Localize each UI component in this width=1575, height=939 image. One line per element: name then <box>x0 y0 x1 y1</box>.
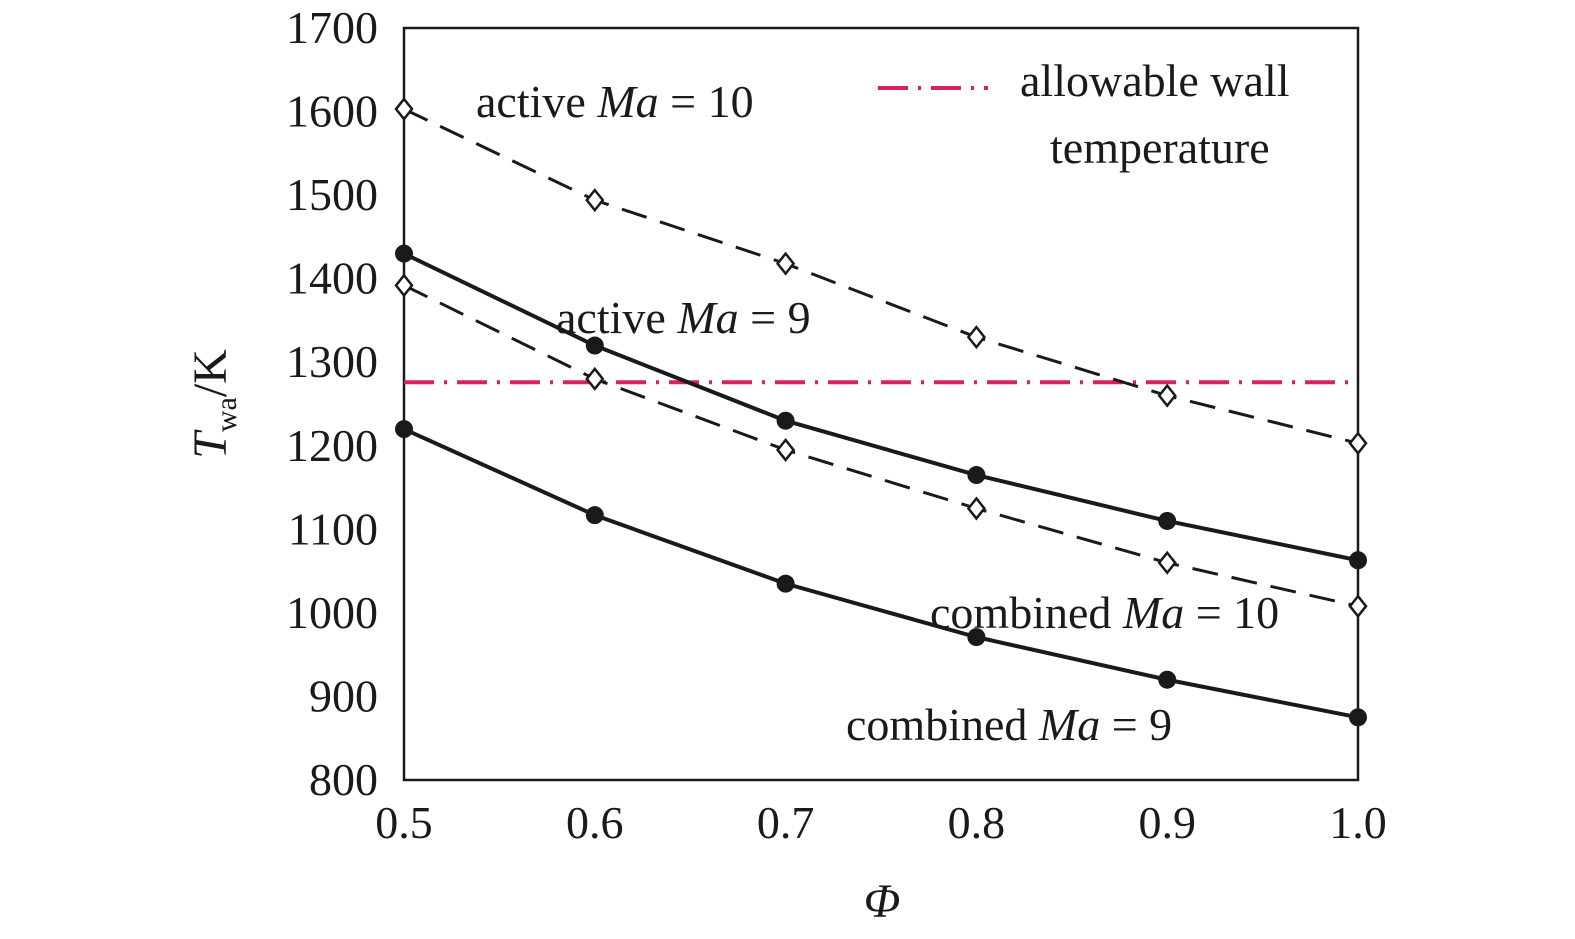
y-axis-subscript: wa <box>210 397 243 432</box>
x-axis-title: Φ <box>864 875 901 928</box>
legend-label-line2: temperature <box>1050 122 1270 173</box>
y-tick-label: 1300 <box>286 336 378 387</box>
data-point-circle <box>776 411 795 430</box>
y-tick-label: 1600 <box>286 86 378 137</box>
data-point-circle <box>585 506 604 525</box>
x-tick-label: 0.8 <box>948 797 1006 848</box>
series-line <box>403 284 1359 608</box>
annotation-combined-ma10: combined Ma = 10 <box>930 587 1279 638</box>
y-tick-label: 1100 <box>288 503 378 554</box>
data-point-diamond <box>1157 383 1177 408</box>
y-tick-labels: 800 900 1000 1100 1200 1300 1400 1500 1600 1700 <box>286 2 378 805</box>
x-tick-label: 1.0 <box>1329 797 1387 848</box>
x-tick-label: 0.7 <box>757 797 815 848</box>
annotation-active-ma9: active Ma = 9 <box>556 292 811 343</box>
y-axis-title: Twa/K <box>184 349 243 459</box>
y-axis-unit: /K <box>184 349 237 397</box>
legend: allowable wall temperature <box>878 55 1290 173</box>
data-point-diamond <box>966 325 987 350</box>
y-tick-label: 800 <box>309 754 378 805</box>
data-point-diamond <box>1348 594 1368 619</box>
series-line <box>403 427 1359 720</box>
data-point-circle <box>967 466 986 485</box>
x-tick-label: 0.6 <box>566 797 624 848</box>
y-tick-label: 1500 <box>286 169 378 220</box>
y-tick-label: 1700 <box>286 2 378 53</box>
data-point-diamond <box>585 366 605 391</box>
data-point-diamond <box>966 496 987 521</box>
series-line <box>403 107 1359 445</box>
data-point-circle <box>1349 551 1367 570</box>
x-tick-label: 0.9 <box>1138 797 1196 848</box>
data-point-circle <box>585 336 604 355</box>
data-point-circle <box>776 574 795 593</box>
series-layer <box>394 97 1368 727</box>
y-tick-label: 1400 <box>286 253 378 304</box>
data-point-circle <box>1349 708 1367 727</box>
x-tick-label: 0.5 <box>375 797 433 848</box>
y-tick-label: 900 <box>309 670 378 721</box>
data-point-diamond <box>1348 431 1368 456</box>
annotation-combined-ma9: combined Ma = 9 <box>846 699 1172 750</box>
data-point-diamond <box>585 188 605 213</box>
data-point-diamond <box>394 97 414 122</box>
legend-label-line1: allowable wall <box>1020 55 1290 106</box>
data-point-diamond <box>775 251 796 276</box>
data-point-diamond <box>775 437 796 462</box>
data-point-diamond <box>394 273 414 298</box>
series-line <box>403 251 1359 563</box>
y-tick-label: 1000 <box>286 587 378 638</box>
annotation-active-ma10: active Ma = 10 <box>476 76 754 127</box>
y-tick-label: 1200 <box>286 420 378 471</box>
data-point-circle <box>395 420 413 439</box>
data-point-circle <box>1158 511 1177 530</box>
data-point-diamond <box>1157 550 1177 575</box>
y-axis-symbol: T <box>184 429 237 459</box>
data-point-circle <box>395 244 413 263</box>
plot-frame <box>402 26 1360 782</box>
x-tick-labels: 0.5 0.6 0.7 0.8 0.9 1.0 <box>375 797 1387 848</box>
data-point-circle <box>1158 670 1177 689</box>
data-point-circle <box>967 628 986 647</box>
